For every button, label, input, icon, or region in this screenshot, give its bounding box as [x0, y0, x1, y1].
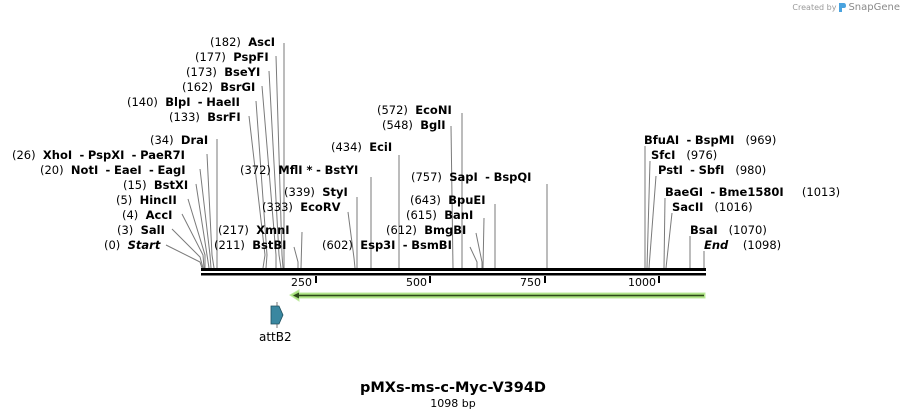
site-label-acci[interactable]: (4) AccI [122, 208, 173, 222]
site-label-xhoi[interactable]: (26) XhoI - PspXI - PaeR7I [12, 148, 185, 162]
site-label-ecorv[interactable]: (333) EcoRV [262, 200, 341, 214]
site-label-ecii[interactable]: (434) EciI [331, 140, 393, 154]
site-line-start [165, 244, 203, 269]
site-label-bpuei[interactable]: (643) BpuEI [410, 193, 486, 207]
site-line-sacii [665, 212, 673, 269]
ruler-label-250: 250 [291, 276, 312, 289]
site-line-psti [648, 175, 657, 269]
site-line-xhoi [206, 153, 215, 269]
site-line-xmni [300, 231, 303, 269]
site-label-bsrgi[interactable]: (162) BsrGI [182, 80, 256, 94]
site-label-mfli[interactable]: (372) MflI * - BstYI [240, 163, 359, 177]
site-label-sali[interactable]: (3) SalI [117, 223, 165, 237]
site-line-notI [199, 168, 212, 269]
site-label-sapi[interactable]: (757) SapI - BspQI [411, 170, 532, 184]
snapgene-credit: Created by SnapGene [792, 2, 900, 13]
site-label-bmgbi[interactable]: (612) BmgBI [386, 223, 467, 237]
site-line-bseyi [268, 70, 282, 269]
site-label-xmni[interactable]: (217) XmnI [218, 223, 290, 237]
site-label-bsrfi[interactable]: (133) BsrFI [169, 110, 241, 124]
site-label-hincii[interactable]: (5) HincII [116, 193, 177, 207]
site-line-blpi [255, 100, 268, 269]
site-line-bstxi [195, 183, 210, 269]
site-leader-lines [165, 43, 705, 269]
site-label-baegi[interactable]: BaeGI - Bme1580I (1013) [665, 185, 841, 199]
site-label-bani[interactable]: (615) BanI [406, 208, 474, 222]
site-label-bstbi[interactable]: (211) BstBI [214, 238, 287, 252]
ruler-label-750: 750 [520, 276, 541, 289]
site-label-start[interactable]: (0) Start [104, 238, 161, 252]
site-label-bseyi[interactable]: (173) BseYI [186, 65, 261, 79]
credit-brand: SnapGene [848, 2, 900, 13]
site-line-esp3i [469, 246, 478, 268]
site-label-psti[interactable]: PstI - SbfI (980) [658, 163, 767, 177]
sequence-length: 1098 bp [430, 397, 476, 410]
site-line-acci [181, 213, 205, 269]
ruler-label-1000: 1000 [628, 276, 656, 289]
site-label-bstxi[interactable]: (15) BstXI [123, 178, 189, 192]
site-label-sfci[interactable]: SfcI (976) [651, 148, 718, 162]
site-line-bgli [450, 125, 454, 269]
ruler-label-500: 500 [406, 276, 427, 289]
attb2-feature-arrow[interactable] [270, 305, 284, 325]
sequence-title: pMXs-ms-c-Myc-V394D [360, 380, 546, 396]
enzyme-name: SalI [140, 223, 165, 237]
site-label-bgli[interactable]: (548) BglI [382, 118, 446, 132]
site-label-drai[interactable]: (34) DraI [150, 133, 209, 147]
site-line-pspfi [275, 55, 284, 269]
site-label-end[interactable]: End (1098) [704, 238, 782, 252]
enzyme-name: AccI [145, 208, 173, 222]
enzyme-name: Start [127, 238, 161, 252]
site-label-esp3i[interactable]: (602) Esp3I - BsmBI [322, 238, 452, 252]
site-line-bsrgi [261, 85, 277, 268]
site-line-sfci [646, 160, 651, 269]
site-label-noti[interactable]: (20) NotI - EaeI - EagI [40, 163, 186, 177]
site-line-bmgbi [475, 232, 483, 268]
site-line-sali [171, 228, 204, 269]
ruler-ticks [315, 276, 660, 283]
backbone-top-strand [201, 268, 706, 271]
site-label-bsai[interactable]: BsaI (1070) [690, 223, 767, 237]
enzyme-name: BstXI [153, 178, 189, 192]
site-label-blpi[interactable]: (140) BlpI - HaeII [127, 95, 240, 109]
site-label-asci[interactable]: (182) AscI [210, 35, 276, 49]
site-line-bani [482, 217, 485, 269]
attb2-label[interactable]: attB2 [259, 330, 292, 344]
enzyme-name: HincII [139, 193, 177, 207]
site-line-bsrfi [248, 115, 266, 269]
site-label-sacii[interactable]: SacII (1016) [672, 200, 753, 214]
snapgene-logo-icon [839, 3, 847, 12]
site-label-pspfi[interactable]: (177) PspFI [195, 50, 269, 64]
site-label-bfuai[interactable]: BfuAI - BspMI (969) [644, 133, 777, 147]
orf-feature-arrow[interactable] [289, 289, 706, 302]
site-line-bstbi [293, 246, 299, 268]
site-label-styi[interactable]: (339) StyI [284, 185, 348, 199]
site-line-ecorv [347, 211, 356, 269]
credit-prefix: Created by [792, 3, 837, 12]
site-label-econi[interactable]: (572) EcoNI [377, 103, 452, 117]
backbone-bottom-strand [201, 273, 706, 276]
site-line-hincii [187, 198, 206, 268]
site-line-baegi [663, 197, 666, 269]
